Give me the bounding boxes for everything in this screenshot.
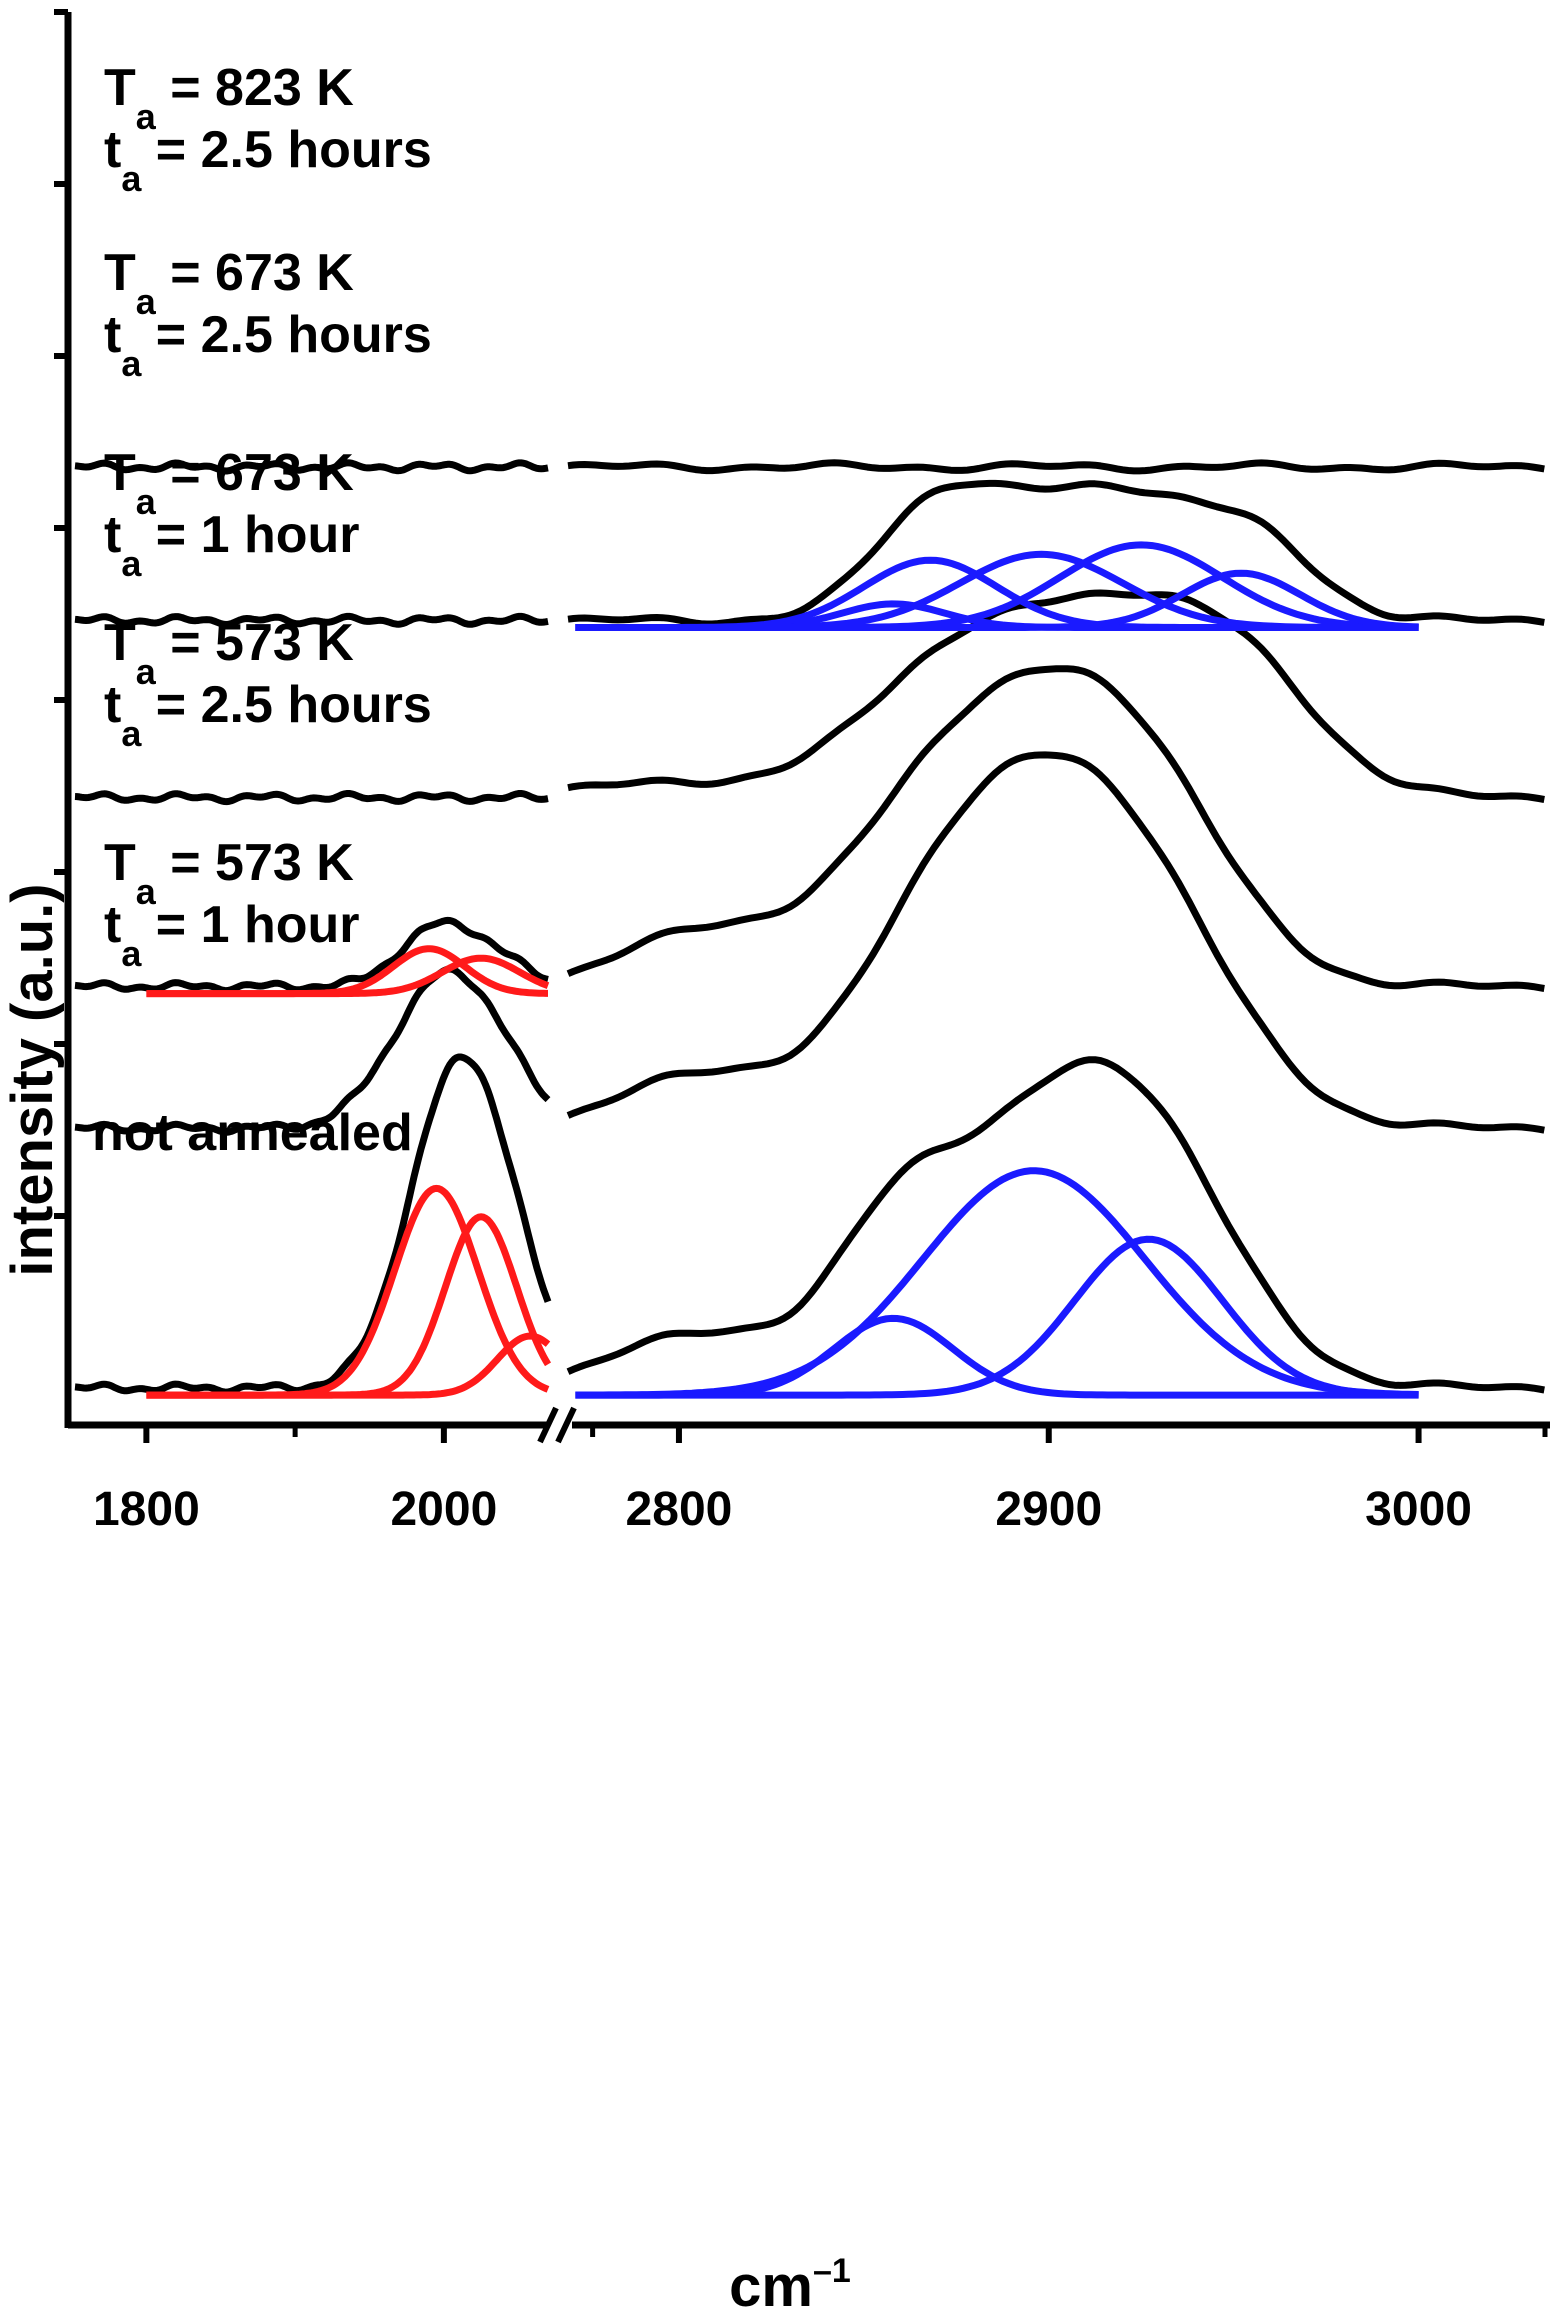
measured-curve-high [566,751,1545,1134]
axis-break-mark [555,1406,577,1444]
series-label-line: Ta = 673 K [104,244,354,322]
measured-curve-high [567,589,1545,803]
series-5 [73,459,1545,475]
measured-curve-low [73,965,551,1136]
x-tick-label: 2800 [626,1483,733,1536]
series-label-line: not annealed [92,1104,413,1162]
series-3 [73,589,1545,806]
x-axis: 1800 2000 2800 2900 3000 [68,1406,1550,1536]
measured-curve-low [73,916,550,995]
fit-peak-low [146,954,550,998]
measured-curve-low [73,1053,552,1396]
series-label-line: ta = 2.5 hours [104,306,432,384]
series-label-line: Ta = 673 K [104,444,354,522]
measured-curve-high [566,1056,1545,1394]
series-label-line: Ta = 573 K [104,834,354,912]
series-4 [73,479,1545,631]
y-axis-title: intensity (a.u.) [0,883,65,1276]
measured-curve-high [567,459,1545,475]
measured-curve-high [566,665,1545,992]
measured-curve-low [73,790,550,806]
series-label-line: ta = 2.5 hours [104,121,432,199]
axis-break-mark [537,1406,559,1444]
series-0 [73,1053,1545,1399]
plot-area [73,459,1545,1399]
series-2 [73,665,1545,998]
fit-peak-high [575,569,1419,631]
y-axis [54,9,72,1428]
fit-peak-high [575,1235,1419,1399]
measured-curve-high [567,479,1545,628]
series-label-line: ta = 1 hour [104,506,360,584]
series-label-line: Ta = 823 K [104,59,354,137]
measured-curve-low [73,459,550,475]
x-tick-label: 2900 [995,1483,1102,1536]
measured-curve-low [73,612,550,628]
series-label-line: Ta = 573 K [104,614,354,692]
series-label-line: ta = 1 hour [104,896,360,974]
x-tick-label: 3000 [1365,1483,1472,1536]
series-label-line: ta = 2.5 hours [104,676,432,754]
x-tick-label: 2000 [390,1483,497,1536]
x-tick-label: 1800 [93,1483,200,1536]
fit-peak-high [575,1167,1419,1399]
x-axis-title: cm–1 [729,2252,851,2319]
series-1 [73,751,1545,1136]
fit-peak-low [146,1332,551,1399]
